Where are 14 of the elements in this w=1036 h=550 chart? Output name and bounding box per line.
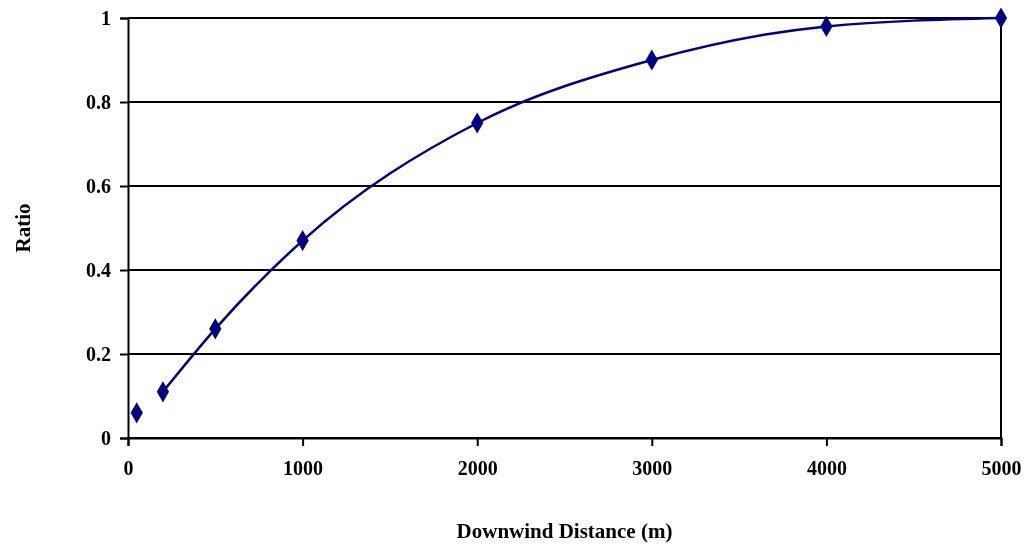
- x-tick-label: 2000: [457, 457, 498, 479]
- y-tick-label: 0.2: [86, 342, 111, 365]
- y-tick-label: 0.6: [86, 174, 111, 197]
- y-tick-label: 0.4: [86, 258, 111, 281]
- y-tick-label: 0: [101, 426, 111, 449]
- y-tick-label: 0.8: [86, 90, 111, 113]
- x-tick-label: 5000: [981, 457, 1022, 479]
- x-tick-label: 1000: [283, 457, 324, 479]
- y-tick-label: 1: [101, 6, 111, 29]
- x-tick-label: 0: [123, 457, 134, 479]
- x-tick-label: 4000: [806, 457, 847, 479]
- x-axis-title: Downwind Distance (m): [456, 519, 673, 543]
- y-axis-title: Ratio: [11, 203, 35, 253]
- x-tick-label: 3000: [632, 457, 673, 479]
